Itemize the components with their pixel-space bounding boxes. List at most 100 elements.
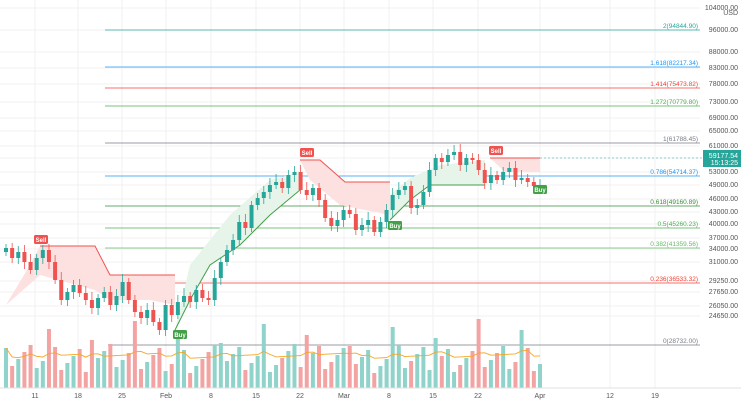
date-tick-label: 8 [209,393,213,400]
date-tick-label: Mar [338,393,351,400]
candle-body [194,290,199,302]
volume-bar [310,353,315,388]
candle-body [151,310,156,322]
volume-bar [71,356,76,388]
sell-signal[interactable]: Sell [300,148,314,157]
candle-body [390,195,395,210]
volume-bar [433,338,438,388]
candle-body [212,278,217,300]
sell-band [300,160,390,215]
buy-signal-box [533,185,547,194]
volume-bar [77,349,82,388]
candle-body [402,186,407,190]
volume-bar [243,370,248,388]
candle-body [525,178,530,182]
volume-bar [188,373,193,388]
sell-signal-label: Sell [491,149,502,155]
volume-bar [488,360,493,388]
volume-bar [89,340,94,388]
volume-bar [390,327,395,388]
price-tick-label: 73000.00 [709,99,738,106]
price-tick-label: 88000.00 [709,49,738,56]
volume-bar [421,347,426,388]
volume-bar [452,372,457,388]
trade-signals[interactable]: Sell Buy Sell Buy Sell Buy [34,146,547,339]
fib-label: 0.5(45260.23) [658,221,698,228]
volume-bar [525,348,530,388]
volume-bar [40,361,45,388]
price-tick-label: 29250.00 [709,278,738,285]
volume-bar [212,345,217,388]
candle-body [102,292,107,298]
candle-body [28,262,33,270]
candle-body [157,322,162,330]
volume-bar [194,366,199,388]
volume-bar [83,372,88,388]
candle-body [132,300,137,312]
fib-label: 0.236(36533.32) [650,276,698,283]
fib-label: 0(28732.00) [663,338,698,345]
price-axis[interactable]: 104000.00 96000.00 88000.00 83000.00 78000.0… [540,5,741,320]
volume-bar [237,347,242,388]
price-tick-label: 53000.00 [709,169,738,176]
volume-bar [519,330,524,388]
candle-body [224,250,229,262]
candle-body [10,248,15,258]
buy-signal[interactable]: Buy [533,185,547,194]
candle-body [53,262,58,280]
price-tick-label: 96000.00 [709,27,738,34]
volume-bar [151,355,156,388]
price-tick-label: 61000.00 [709,143,738,150]
candle-body [65,292,70,300]
buy-signal[interactable]: Buy [173,330,187,339]
volume-bar [495,353,500,388]
sell-signal[interactable]: Sell [489,146,503,155]
candle-body [96,298,101,308]
buy-signal-label: Buy [389,224,401,230]
candle-body [396,190,401,195]
candle-body [280,182,285,188]
sell-signal[interactable]: Sell [34,235,48,244]
price-tick-label: 65000.00 [709,128,738,135]
candle-body [482,170,487,183]
volume-bar [409,361,414,388]
volume-bar [126,353,131,388]
candle-body [439,158,444,162]
candle-body [488,175,493,183]
price-tick-label: 34000.00 [709,246,738,253]
volume-bar [114,367,119,388]
volume-bar [96,358,101,388]
buy-signal-label: Buy [174,333,186,339]
price-tick-label: 31000.00 [709,259,738,266]
sell-band [490,158,540,172]
price-tick-label: 24650.00 [709,313,738,320]
sell-signal-label: Sell [302,151,313,157]
date-tick-label: 19 [651,393,659,400]
candle-body [163,305,168,330]
price-tick-label: 49000.00 [709,182,738,189]
candle-body [182,296,186,302]
candle-body [175,302,180,315]
candle-body [310,188,315,195]
volume-bar [175,332,180,388]
date-tick-label: 22 [474,393,482,400]
date-tick-label: Apr [535,393,547,400]
date-axis[interactable]: 11 18 25 Feb 8 15 22 Mar 8 15 22 Apr 12 19 [0,387,741,400]
candle-body [267,185,272,192]
candle-body [237,222,242,240]
candle-body [77,285,82,293]
volume-bar [353,364,358,388]
volume-bar [34,368,39,388]
fib-label: 1.618(82217.34) [650,60,698,67]
buy-signal[interactable]: Buy [388,221,402,230]
candle-body [495,175,500,180]
candle-body [421,192,426,205]
volume-bar [360,357,364,388]
candle-body [409,186,414,208]
volume-bar [304,335,309,388]
candle-body [329,218,334,226]
buy-band [175,172,300,330]
